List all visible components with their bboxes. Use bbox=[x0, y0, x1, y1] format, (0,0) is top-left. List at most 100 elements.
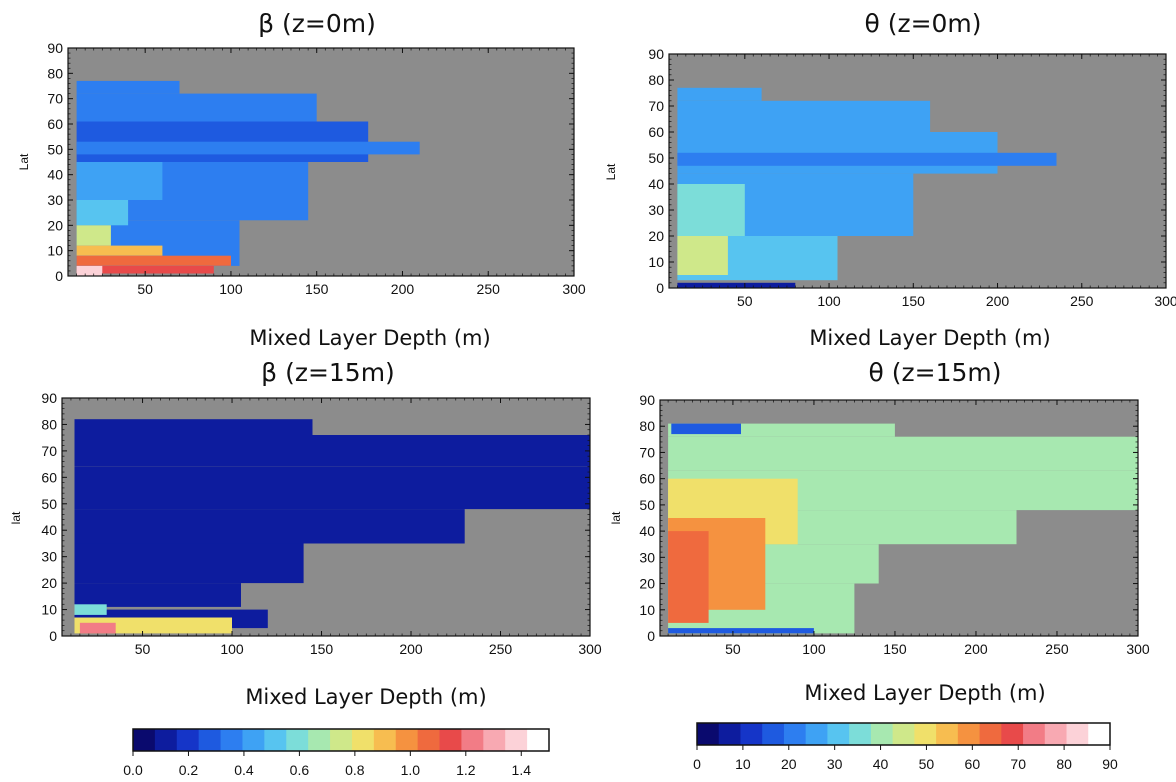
heatmap-cell bbox=[668, 531, 709, 623]
heatmap-cell bbox=[76, 162, 163, 200]
heatmap-cell bbox=[677, 87, 762, 101]
colorbar-tick-label: 0.6 bbox=[290, 762, 310, 778]
y-tick-label: 60 bbox=[41, 469, 57, 485]
heatmap-cell bbox=[76, 255, 231, 266]
y-tick-label: 30 bbox=[648, 202, 664, 218]
colorbar-swatch bbox=[762, 723, 785, 745]
colorbar-swatch bbox=[936, 723, 959, 745]
colorbar-swatch bbox=[914, 723, 937, 745]
heatmap-cell bbox=[671, 423, 741, 435]
x-tick-label: 200 bbox=[986, 293, 1010, 309]
x-tick-label: 50 bbox=[137, 281, 153, 297]
colorbar-swatch bbox=[740, 723, 763, 745]
x-tick-label: 150 bbox=[305, 281, 329, 297]
colorbar-frame bbox=[132, 728, 550, 752]
colorbar-tick-label: 40 bbox=[873, 756, 889, 772]
colorbar-tick-label: 1.2 bbox=[456, 762, 476, 778]
colorbar-swatch bbox=[1066, 723, 1089, 745]
panel-title: θ (z=15m) bbox=[869, 358, 1002, 387]
heatmap-cell bbox=[74, 583, 241, 607]
x-tick-label: 300 bbox=[578, 641, 602, 657]
y-tick-label: 50 bbox=[47, 141, 63, 157]
y-tick-label: 60 bbox=[648, 124, 664, 140]
y-tick-label: 40 bbox=[47, 167, 63, 183]
x-tick-label: 50 bbox=[725, 641, 741, 657]
x-axis-label: Mixed Layer Depth (m) bbox=[809, 326, 1050, 350]
y-tick-label: 90 bbox=[639, 392, 655, 408]
y-axis-label: Lat bbox=[604, 163, 618, 180]
colorbar-swatch bbox=[220, 729, 244, 751]
panel-title: β (z=0m) bbox=[258, 9, 376, 38]
y-tick-label: 80 bbox=[47, 65, 63, 81]
colorbar-swatch bbox=[805, 723, 829, 745]
y-tick-label: 20 bbox=[47, 217, 63, 233]
colorbar-beta: 0.0 0.2 0.4 0.6 0.8 1.0 1.2 1.4 bbox=[123, 728, 550, 778]
panel-theta-surface: θ (z=0m) 50 100 150 200 250 300 0 10 20 30 40 50 60 7… bbox=[604, 9, 1176, 350]
heatmap-cell bbox=[668, 436, 1138, 471]
colorbar-swatch bbox=[697, 723, 720, 745]
y-axis-label: lat bbox=[9, 511, 23, 524]
colorbar-swatch bbox=[957, 723, 981, 745]
panel-title: β (z=15m) bbox=[261, 358, 395, 387]
colorbar-tick-label: 1.0 bbox=[401, 762, 421, 778]
y-tick-label: 80 bbox=[41, 416, 57, 432]
colorbar-tick-label: 0.2 bbox=[179, 762, 199, 778]
x-tick-label: 100 bbox=[802, 641, 826, 657]
y-tick-label: 0 bbox=[647, 628, 655, 644]
colorbar-swatch bbox=[417, 729, 441, 751]
heatmap-cell bbox=[76, 80, 180, 94]
heatmap-plot: 50 100 150 200 250 300 0 10 20 30 40 50 60 70 80 90 bbox=[41, 390, 601, 657]
x-tick-label: 150 bbox=[310, 641, 334, 657]
heatmap-cell bbox=[76, 93, 317, 122]
colorbar-swatch bbox=[870, 723, 894, 745]
heatmap-cell bbox=[76, 225, 111, 246]
colorbar-swatch bbox=[176, 729, 200, 751]
heatmap-plot: 50 100 150 200 250 300 0 10 20 30 40 50 60 70 80 90 bbox=[639, 392, 1149, 657]
colorbar-swatch bbox=[395, 729, 419, 751]
heatmap-cell bbox=[677, 282, 796, 288]
x-tick-label: 300 bbox=[1154, 293, 1176, 309]
colorbar-frame bbox=[696, 722, 1111, 746]
x-tick-label: 50 bbox=[737, 293, 753, 309]
colorbar-swatch bbox=[264, 729, 287, 751]
colorbar-swatch bbox=[154, 729, 178, 751]
panel-theta-15m: θ (z=15m) 50 100 150 200 250 300 0 10 20 30 40 50 60… bbox=[609, 358, 1150, 705]
y-tick-label: 30 bbox=[41, 549, 57, 565]
x-tick-label: 150 bbox=[902, 293, 926, 309]
heatmap-cell bbox=[74, 435, 590, 467]
colorbar-swatch bbox=[892, 723, 915, 745]
heatmap-cell bbox=[74, 466, 590, 510]
y-tick-label: 70 bbox=[47, 91, 63, 107]
y-tick-label: 10 bbox=[41, 602, 57, 618]
y-tick-label: 20 bbox=[41, 575, 57, 591]
x-tick-label: 300 bbox=[1126, 641, 1150, 657]
colorbar-swatch bbox=[198, 729, 222, 751]
x-tick-label: 200 bbox=[399, 641, 423, 657]
colorbar-tick-label: 10 bbox=[735, 756, 751, 772]
colorbar-swatch bbox=[308, 729, 331, 751]
x-tick-label: 250 bbox=[1045, 641, 1069, 657]
x-tick-label: 100 bbox=[220, 641, 244, 657]
colorbar-swatch bbox=[373, 729, 397, 751]
y-tick-label: 10 bbox=[639, 602, 655, 618]
colorbar-swatch bbox=[979, 723, 1002, 745]
colorbar-tick-label: 70 bbox=[1010, 756, 1026, 772]
colorbar-tick-label: 20 bbox=[781, 756, 797, 772]
colorbar-swatch bbox=[827, 723, 850, 745]
y-tick-label: 10 bbox=[47, 243, 63, 259]
colorbar-tick-label: 60 bbox=[965, 756, 981, 772]
x-axis-label: Mixed Layer Depth (m) bbox=[245, 685, 486, 709]
colorbar-swatch bbox=[330, 729, 353, 751]
colorbar-swatch bbox=[1023, 723, 1046, 745]
colorbar-tick-label: 0.8 bbox=[345, 762, 365, 778]
y-tick-label: 0 bbox=[55, 268, 63, 284]
y-tick-label: 30 bbox=[639, 549, 655, 565]
x-tick-label: 50 bbox=[135, 641, 151, 657]
colorbar-swatch bbox=[351, 729, 375, 751]
colorbar-swatch bbox=[527, 729, 550, 751]
colorbar-tick-label: 0.0 bbox=[123, 762, 143, 778]
x-tick-label: 150 bbox=[883, 641, 907, 657]
y-tick-label: 60 bbox=[47, 116, 63, 132]
colorbar-tick-label: 30 bbox=[827, 756, 843, 772]
